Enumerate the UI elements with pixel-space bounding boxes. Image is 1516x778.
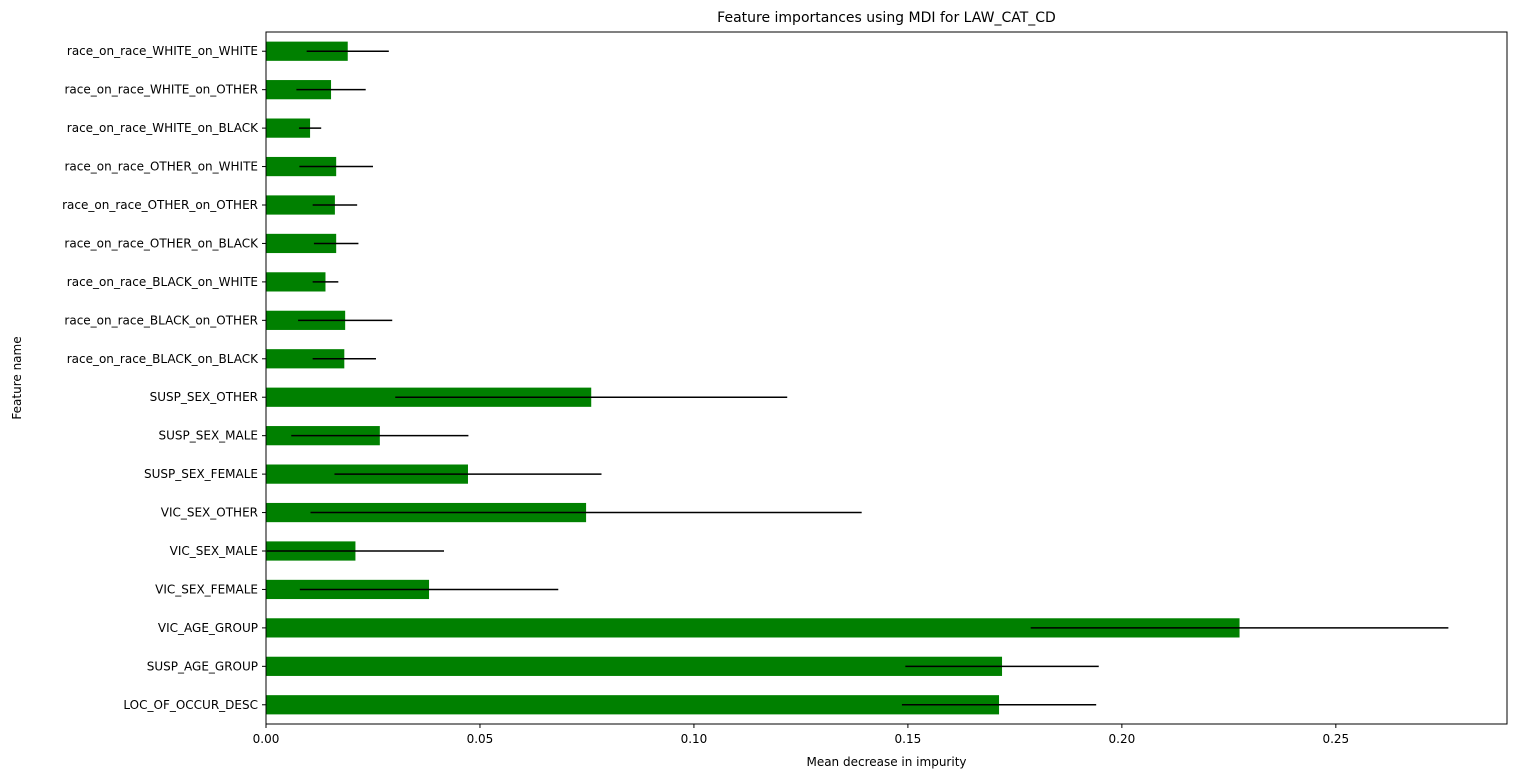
bar-VIC_AGE_GROUP xyxy=(266,618,1240,638)
bars-layer xyxy=(266,41,1240,715)
x-tick-label: 0.25 xyxy=(1322,732,1349,746)
bar-race_on_race_BLACK_on_BLACK xyxy=(266,349,345,369)
y-tick-label: race_on_race_WHITE_on_WHITE xyxy=(67,44,258,58)
y-tick-label: race_on_race_WHITE_on_BLACK xyxy=(67,121,259,135)
chart-title: Feature importances using MDI for LAW_CA… xyxy=(717,10,1056,26)
y-tick-label: VIC_AGE_GROUP xyxy=(158,621,258,635)
x-tick-label: 0.00 xyxy=(253,732,280,746)
bar-SUSP_AGE_GROUP xyxy=(266,656,1003,676)
y-tick-label: VIC_SEX_OTHER xyxy=(161,506,258,520)
y-tick-label: race_on_race_OTHER_on_WHITE xyxy=(65,160,259,174)
y-tick-label: VIC_SEX_FEMALE xyxy=(155,582,258,596)
y-tick-label: race_on_race_OTHER_on_OTHER xyxy=(62,198,258,212)
x-tick-label: 0.15 xyxy=(895,732,922,746)
bar-race_on_race_OTHER_on_OTHER xyxy=(266,195,335,215)
y-tick-label: race_on_race_BLACK_on_BLACK xyxy=(67,352,259,366)
x-tick-label: 0.05 xyxy=(467,732,494,746)
y-tick-label: SUSP_SEX_OTHER xyxy=(150,390,258,404)
error-bars-layer xyxy=(266,50,1449,706)
bar-race_on_race_OTHER_on_BLACK xyxy=(266,233,337,254)
x-tick-label: 0.10 xyxy=(681,732,708,746)
y-tick-label: race_on_race_OTHER_on_BLACK xyxy=(64,236,259,250)
plot-frame xyxy=(265,31,1508,725)
x-tick-label: 0.20 xyxy=(1109,732,1136,746)
bar-race_on_race_BLACK_on_WHITE xyxy=(266,272,326,292)
y-tick-label: SUSP_SEX_MALE xyxy=(158,429,258,443)
y-axis-ticks: race_on_race_WHITE_on_WHITE race_on_race_… xyxy=(62,44,266,712)
x-axis-ticks: 0.00 0.05 0.10 0.15 0.20 0.25 xyxy=(253,724,1349,746)
y-tick-label: SUSP_AGE_GROUP xyxy=(147,659,258,673)
y-tick-label: VIC_SEX_MALE xyxy=(170,544,258,558)
y-tick-label: race_on_race_BLACK_on_WHITE xyxy=(67,275,258,289)
bar-LOC_OF_OCCUR_DESC xyxy=(266,695,1000,715)
y-tick-label: SUSP_SEX_FEMALE xyxy=(144,467,258,481)
bar-race_on_race_WHITE_on_BLACK xyxy=(266,118,311,138)
y-tick-label: LOC_OF_OCCUR_DESC xyxy=(123,698,258,712)
y-axis-label: Feature name xyxy=(10,336,24,419)
y-tick-label: race_on_race_BLACK_on_OTHER xyxy=(64,313,258,327)
x-axis-label: Mean decrease in impurity xyxy=(806,755,966,769)
y-tick-label: race_on_race_WHITE_on_OTHER xyxy=(65,83,259,97)
